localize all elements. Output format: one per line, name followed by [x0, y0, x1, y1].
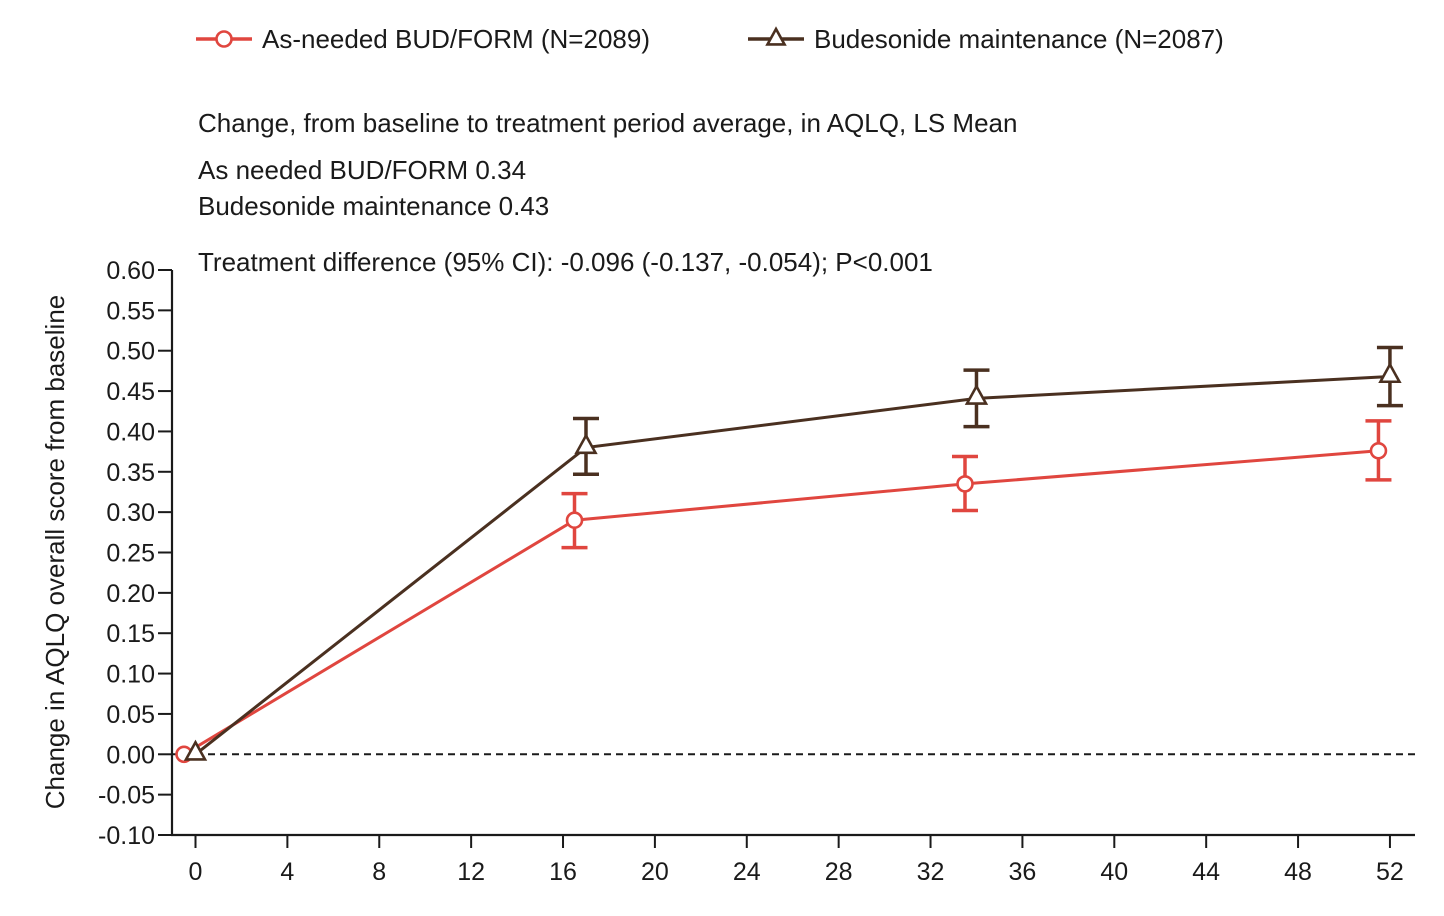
legend-label: As-needed BUD/FORM (N=2089): [262, 24, 650, 54]
y-tick-label: 0.20: [106, 580, 155, 608]
data-point-triangle: [183, 739, 208, 761]
y-tick-label: 0.05: [106, 701, 155, 729]
y-axis-label: Change in AQLQ overall score from baseli…: [40, 295, 70, 810]
y-tick-label: 0.00: [106, 741, 155, 769]
x-tick-label: 40: [1100, 858, 1128, 886]
x-tick-label: 44: [1192, 858, 1220, 886]
x-tick-label: 16: [549, 858, 577, 886]
x-tick-label: 0: [189, 858, 203, 886]
x-tick-label: 52: [1376, 858, 1404, 886]
series-budesonide-maintenance: [183, 345, 1403, 761]
x-tick-label: 48: [1284, 858, 1312, 886]
data-point-circle: [1369, 441, 1388, 460]
y-tick-label: 0.50: [106, 338, 155, 366]
series-line: [194, 375, 1391, 756]
legend-item-as-needed-bud-form: As-needed BUD/FORM (N=2089): [196, 24, 650, 54]
series-as-needed-bud-form: [175, 419, 1392, 764]
x-tick-label: 4: [280, 858, 294, 886]
x-tick-label: 8: [372, 858, 386, 886]
annotation-title: Change, from baseline to treatment perio…: [198, 108, 1017, 138]
y-tick-label: 0.60: [106, 257, 155, 285]
y-tick-label: 0.30: [106, 499, 155, 527]
data-point-circle: [565, 511, 584, 530]
legend: As-needed BUD/FORM (N=2089) Budesonide ma…: [196, 24, 1224, 54]
y-tick-label: 0.35: [106, 459, 155, 487]
y-tick-label: 0.40: [106, 418, 155, 446]
y-tick-label: -0.10: [98, 822, 155, 850]
annotation-as-needed-mean: As needed BUD/FORM 0.34: [198, 155, 526, 185]
y-tick-label: 0.55: [106, 297, 155, 325]
x-tick-label: 36: [1009, 858, 1037, 886]
annotations: Change, from baseline to treatment perio…: [198, 108, 1017, 277]
y-tick-label: 0.15: [106, 620, 155, 648]
annotation-treatment-difference: Treatment difference (95% CI): -0.096 (-…: [198, 247, 933, 277]
y-tick-label: 0.25: [106, 540, 155, 568]
legend-marker-triangle: [765, 26, 787, 46]
x-tick-label: 12: [457, 858, 485, 886]
series-line: [183, 449, 1379, 756]
data-point-triangle: [964, 383, 989, 405]
y-tick-label: 0.10: [106, 661, 155, 689]
data-point-triangle: [1378, 361, 1402, 384]
legend-label: Budesonide maintenance (N=2087): [814, 24, 1224, 54]
data-point-triangle: [574, 432, 598, 455]
legend-item-budesonide-maintenance: Budesonide maintenance (N=2087): [748, 24, 1224, 54]
axes: -0.10 -0.05 0.00 0.05 0.10 0.15 0.20 0.25 0.30 0.…: [98, 257, 1415, 886]
x-tick-label: 20: [641, 858, 669, 886]
x-tick-label: 32: [917, 858, 945, 886]
legend-marker-circle: [215, 30, 233, 48]
y-tick-label: 0.45: [106, 378, 155, 406]
plot-area: [175, 345, 1403, 764]
annotation-budesonide-mean: Budesonide maintenance 0.43: [198, 191, 549, 221]
x-tick-label: 28: [825, 858, 853, 886]
data-point-circle: [956, 475, 974, 493]
x-tick-label: 24: [733, 858, 761, 886]
y-tick-label: -0.05: [98, 782, 155, 810]
